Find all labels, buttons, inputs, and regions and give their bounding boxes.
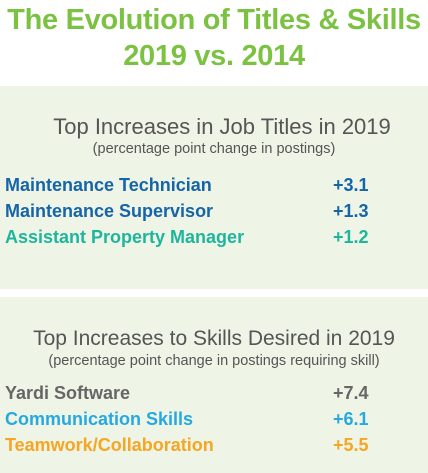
job-titles-heading: Top Increases in Job Titles in 2019 xyxy=(53,114,391,139)
list-item: Assistant Property Manager +1.2 xyxy=(0,224,428,250)
title-block: The Evolution of Titles & Skills 2019 vs… xyxy=(0,0,428,86)
skill-label: Teamwork/Collaboration xyxy=(5,435,214,455)
list-item: Yardi Software +7.4 xyxy=(0,380,428,406)
page-subtitle: 2019 vs. 2014 xyxy=(123,40,305,72)
job-title-change: +1.3 xyxy=(333,201,369,221)
page-title: The Evolution of Titles & Skills xyxy=(7,4,421,36)
job-titles-subheading: (percentage point change in postings) xyxy=(92,141,336,157)
job-titles-list: Maintenance Technician +3.1 Maintenance … xyxy=(0,172,428,250)
job-title-change: +1.2 xyxy=(333,227,369,247)
skill-label: Yardi Software xyxy=(5,383,131,403)
list-item: Maintenance Supervisor +1.3 xyxy=(0,198,428,224)
skills-list: Yardi Software +7.4 Communication Skills… xyxy=(0,380,428,458)
skill-label: Communication Skills xyxy=(5,409,194,429)
list-item: Maintenance Technician +3.1 xyxy=(0,172,428,198)
skill-change: +5.5 xyxy=(333,435,369,455)
skills-heading: Top Increases to Skills Desired in 2019 xyxy=(33,327,395,350)
job-title-change: +3.1 xyxy=(333,175,369,195)
skill-change: +6.1 xyxy=(333,409,369,429)
job-titles-panel: Top Increases in Job Titles in 2019 (per… xyxy=(0,86,428,289)
list-item: Teamwork/Collaboration +5.5 xyxy=(0,432,428,458)
job-title-label: Assistant Property Manager xyxy=(5,227,245,247)
list-item: Communication Skills +6.1 xyxy=(0,406,428,432)
skills-panel: Top Increases to Skills Desired in 2019 … xyxy=(0,297,428,473)
skills-subheading: (percentage point change in postings req… xyxy=(48,353,380,369)
job-title-label: Maintenance Technician xyxy=(5,175,212,195)
skill-change: +7.4 xyxy=(333,383,369,403)
job-title-label: Maintenance Supervisor xyxy=(5,201,214,221)
